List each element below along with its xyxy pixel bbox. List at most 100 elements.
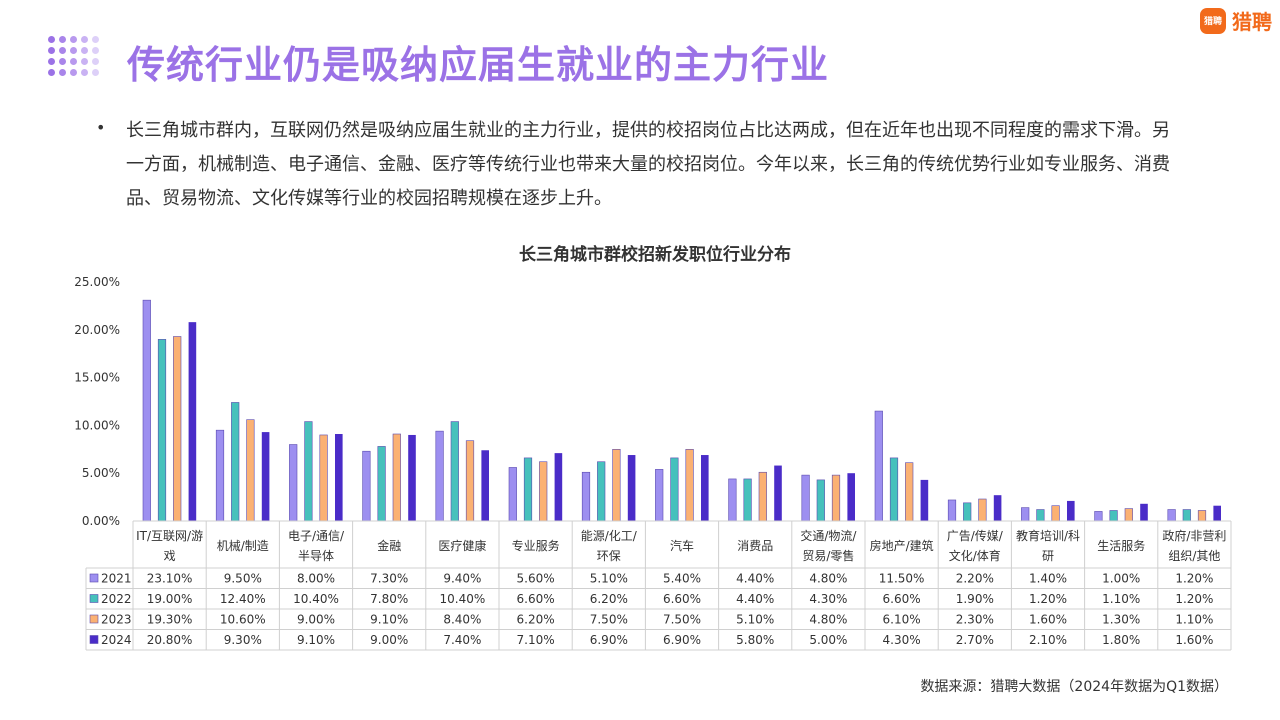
data-label: 5.10% bbox=[590, 572, 628, 586]
data-label: 5.00% bbox=[809, 633, 847, 647]
data-label: 1.40% bbox=[1029, 572, 1067, 586]
bar-2022 bbox=[231, 402, 240, 522]
bar-2022 bbox=[963, 502, 972, 522]
x-category-label: 电子/通信/ bbox=[288, 529, 345, 543]
bar-2021 bbox=[728, 478, 737, 522]
data-label: 20.80% bbox=[147, 633, 193, 647]
bar-2024 bbox=[993, 495, 1002, 521]
bar-2024 bbox=[1067, 500, 1075, 521]
bar-2021 bbox=[801, 474, 810, 522]
data-label: 8.40% bbox=[443, 613, 481, 627]
data-label: 5.60% bbox=[517, 572, 555, 586]
x-category-label: 环保 bbox=[597, 549, 621, 563]
x-category-label: 房地产/建筑 bbox=[870, 538, 934, 553]
data-label: 1.20% bbox=[1029, 592, 1067, 606]
bar-2022 bbox=[670, 457, 679, 522]
x-category-label: 研 bbox=[1042, 549, 1054, 563]
bar-2024 bbox=[554, 453, 563, 521]
y-tick-label: 10.00% bbox=[74, 418, 120, 432]
legend-swatch bbox=[89, 614, 99, 624]
data-label: 7.30% bbox=[370, 572, 408, 586]
bar-2022 bbox=[1182, 509, 1191, 522]
bar-2024 bbox=[1213, 505, 1221, 521]
data-label: 1.60% bbox=[1175, 633, 1213, 647]
data-label: 2.70% bbox=[956, 633, 994, 647]
data-label: 1.20% bbox=[1175, 572, 1213, 586]
bar-2021 bbox=[435, 430, 444, 522]
bar-2022 bbox=[816, 479, 825, 522]
bar-2024 bbox=[920, 479, 929, 521]
legend-swatch bbox=[89, 635, 99, 644]
bar-2022 bbox=[523, 457, 533, 522]
bar-2024 bbox=[701, 455, 709, 521]
bar-2024 bbox=[261, 432, 270, 521]
page-title: 传统行业仍是吸纳应届生就业的主力行业 bbox=[127, 43, 830, 87]
data-label: 10.40% bbox=[440, 592, 486, 606]
x-category-label: 半导体 bbox=[298, 549, 334, 563]
bar-2023 bbox=[173, 336, 182, 522]
bar-2023 bbox=[685, 448, 694, 522]
bar-2024 bbox=[335, 434, 343, 521]
data-label: 9.40% bbox=[443, 572, 481, 586]
x-category-label: 专业服务 bbox=[512, 538, 560, 553]
bar-2023 bbox=[612, 448, 621, 522]
y-tick-label: 25.00% bbox=[74, 275, 120, 289]
x-category-label: 广告/传媒/ bbox=[947, 528, 1004, 543]
bar-2023 bbox=[539, 461, 548, 522]
data-label: 2.30% bbox=[956, 613, 994, 627]
y-tick-label: 20.00% bbox=[74, 323, 120, 337]
x-category-label: 交通/物流/ bbox=[800, 528, 857, 543]
data-label: 6.10% bbox=[883, 613, 921, 627]
chart-title: 长三角城市群校招新发职位行业分布 bbox=[519, 245, 791, 265]
bar-2024 bbox=[627, 455, 636, 521]
bar-2022 bbox=[450, 421, 459, 522]
data-label: 1.10% bbox=[1175, 613, 1213, 627]
bar-2022 bbox=[889, 457, 899, 522]
bar-2021 bbox=[581, 471, 591, 522]
bar-2024 bbox=[774, 465, 782, 521]
data-label: 1.80% bbox=[1102, 633, 1140, 647]
data-label: 5.80% bbox=[736, 633, 774, 647]
data-source: 数据来源：猎聘大数据（2024年数据为Q1数据） bbox=[920, 679, 1228, 695]
data-label: 19.30% bbox=[147, 613, 193, 627]
data-label: 7.80% bbox=[370, 592, 408, 606]
bar-2022 bbox=[1109, 510, 1118, 522]
brand-logo: 猎聘 猎聘 bbox=[1200, 6, 1272, 35]
x-category-label: 医疗健康 bbox=[438, 538, 486, 553]
data-label: 6.60% bbox=[883, 592, 921, 606]
bar-2023 bbox=[465, 440, 475, 522]
bar-2023 bbox=[319, 434, 328, 522]
data-label: 6.90% bbox=[663, 633, 701, 647]
x-category-label: 生活服务 bbox=[1097, 538, 1145, 553]
data-label: 4.40% bbox=[736, 592, 774, 606]
data-label: 4.80% bbox=[809, 613, 847, 627]
data-label: 6.20% bbox=[517, 613, 555, 627]
data-label: 9.10% bbox=[297, 633, 335, 647]
data-label: 10.60% bbox=[220, 613, 266, 627]
bar-2021 bbox=[508, 467, 517, 522]
data-label: 23.10% bbox=[147, 572, 193, 586]
bar-2023 bbox=[246, 419, 255, 522]
data-label: 7.50% bbox=[590, 613, 628, 627]
data-label: 9.10% bbox=[370, 613, 408, 627]
data-label: 5.40% bbox=[663, 572, 701, 586]
bar-2022 bbox=[304, 421, 313, 522]
bar-2023 bbox=[831, 474, 841, 522]
bar-2021 bbox=[655, 469, 664, 522]
data-label: 4.30% bbox=[883, 633, 921, 647]
data-label: 1.10% bbox=[1102, 592, 1140, 606]
data-label: 9.00% bbox=[297, 613, 335, 627]
decorative-dots bbox=[48, 36, 104, 80]
x-category-label: IT/互联网/游 bbox=[136, 529, 203, 543]
legend-label: 2023 bbox=[101, 613, 132, 627]
bar-2023 bbox=[392, 433, 401, 522]
data-label: 9.00% bbox=[370, 633, 408, 647]
data-label: 19.00% bbox=[147, 592, 193, 606]
x-category-label: 政府/非营利 bbox=[1162, 528, 1226, 543]
y-tick-label: 15.00% bbox=[74, 371, 120, 385]
legend-label: 2024 bbox=[101, 633, 132, 647]
legend-swatch bbox=[89, 594, 99, 603]
bar-2021 bbox=[362, 450, 371, 522]
x-category-label: 教育培训/科 bbox=[1016, 528, 1080, 543]
